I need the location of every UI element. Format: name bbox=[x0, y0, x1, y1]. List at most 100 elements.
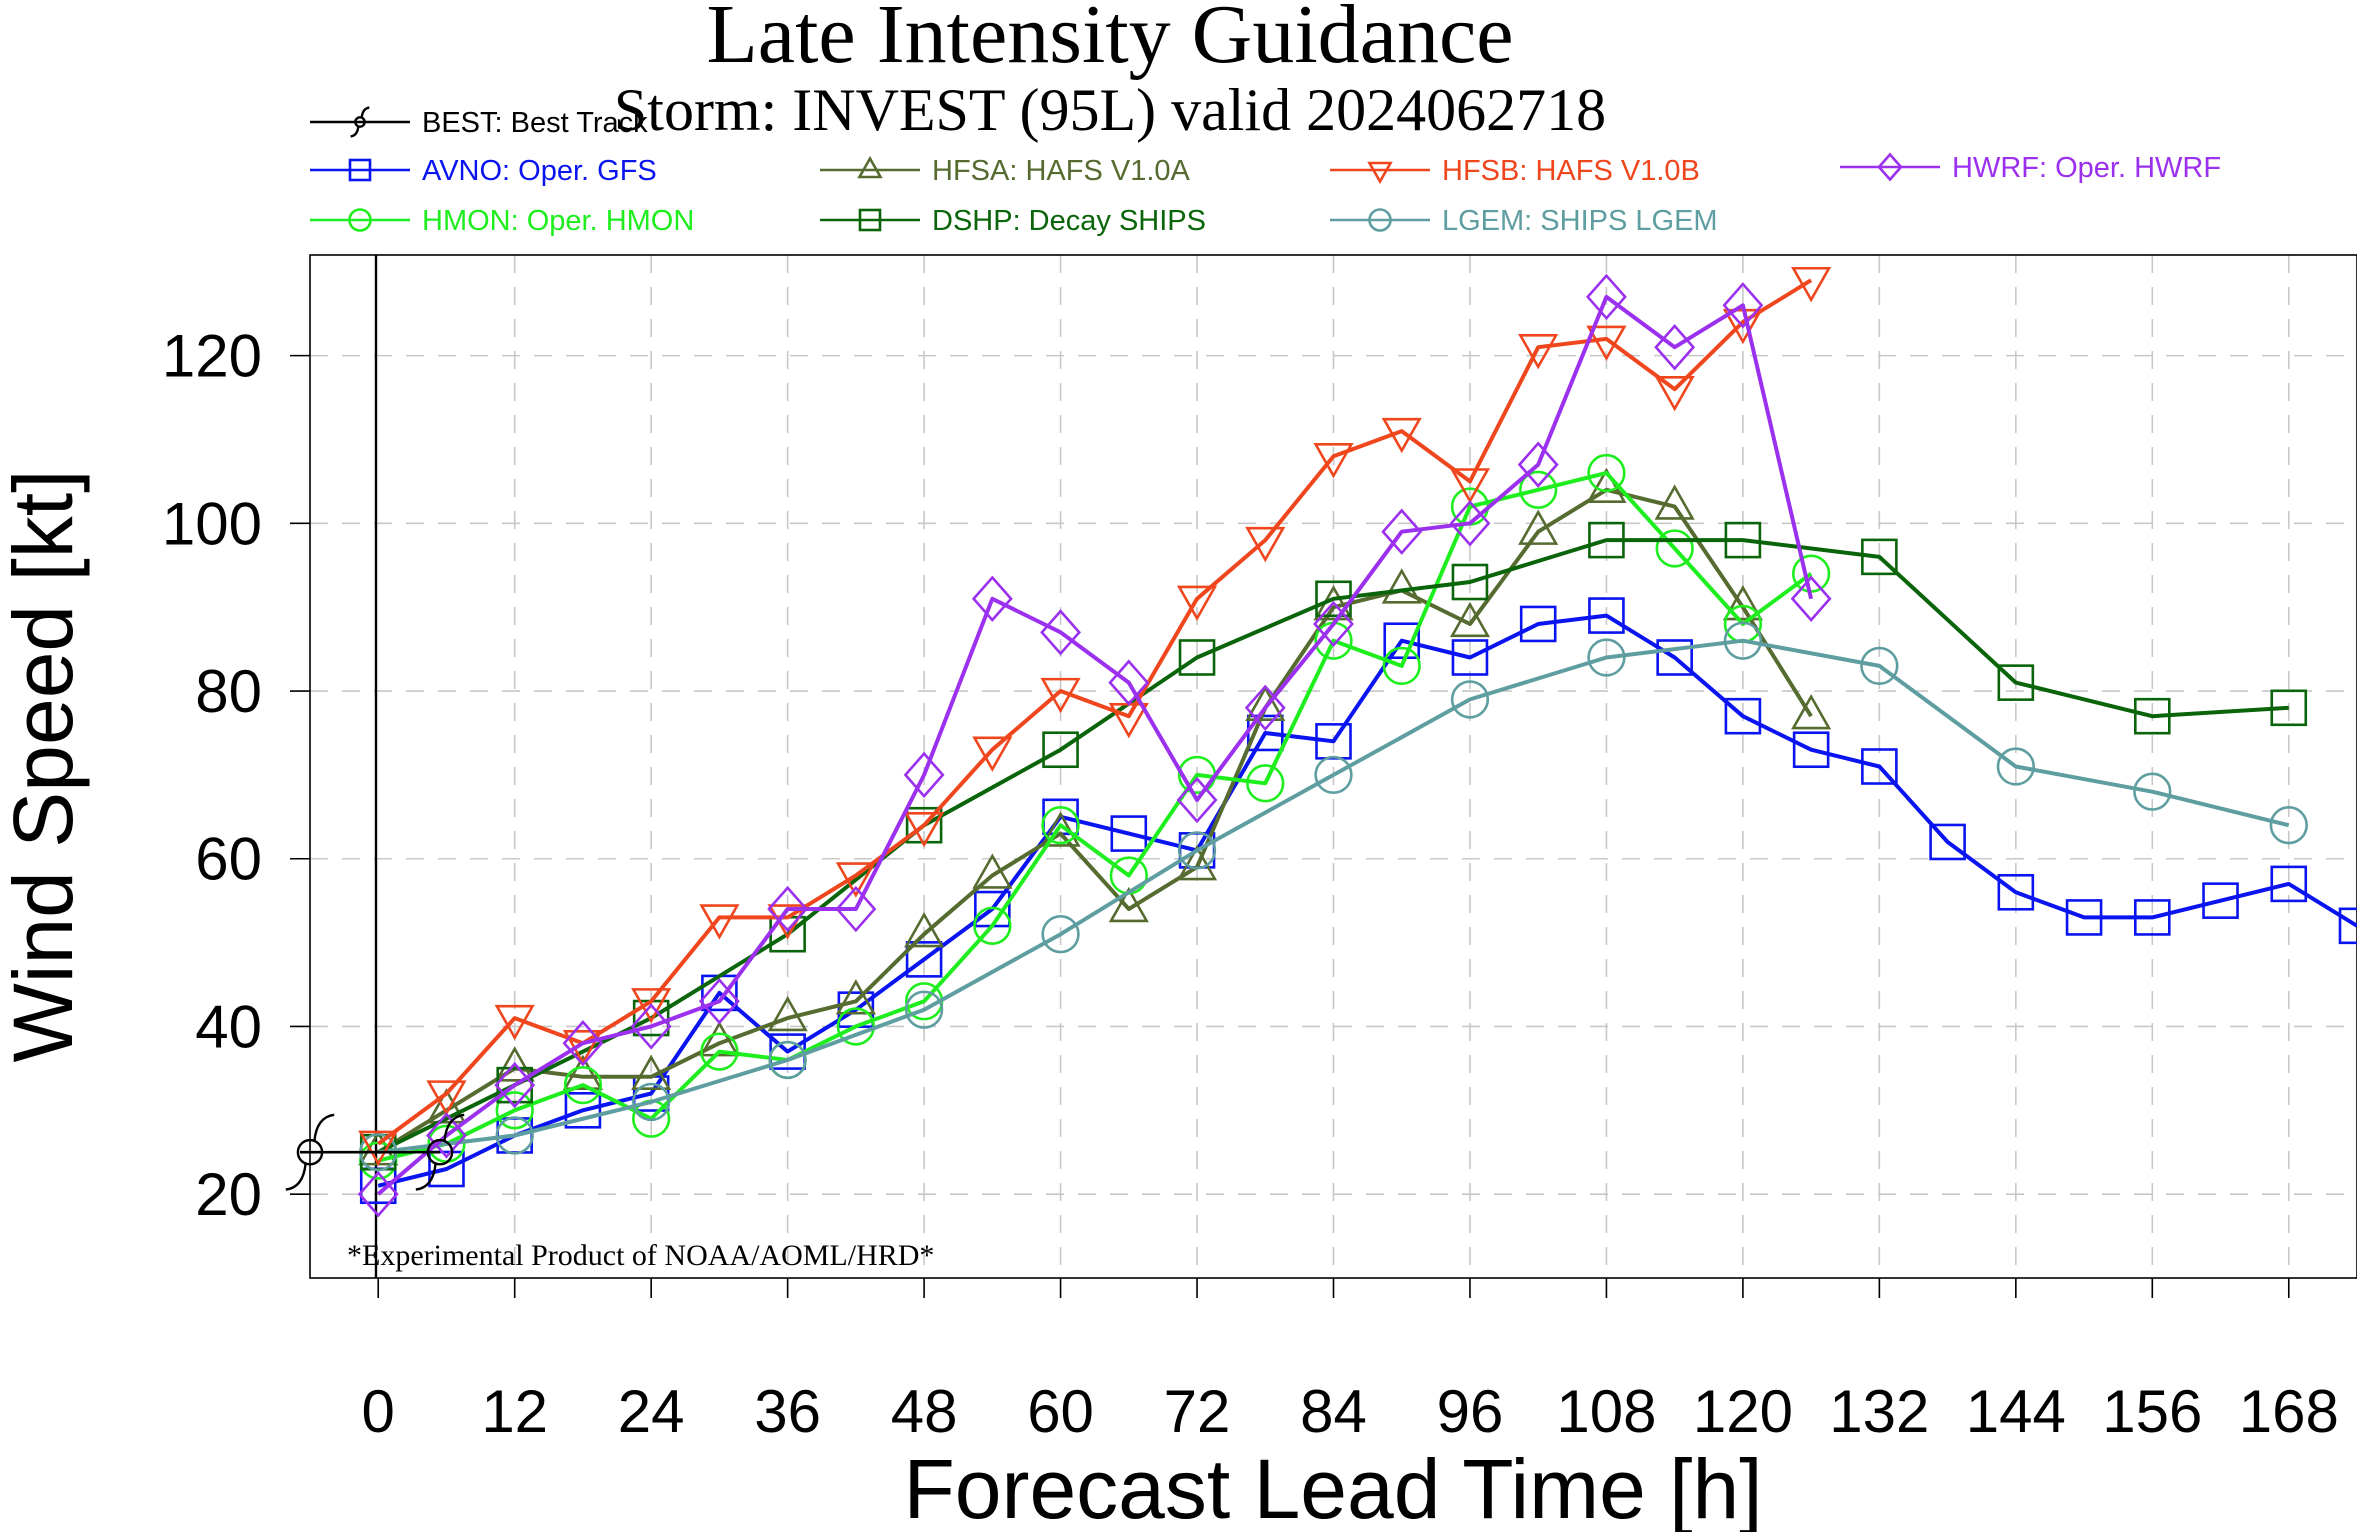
data-point bbox=[904, 811, 945, 848]
x-tick-label: 168 bbox=[2239, 1378, 2339, 1445]
x-tick-label: 144 bbox=[1966, 1378, 2066, 1445]
data-point bbox=[630, 1003, 672, 1050]
legend-item: HWRF: Oper. HWRF bbox=[1840, 152, 2221, 184]
legend-swatch-marker bbox=[348, 158, 372, 182]
legend-item: HFSB: HAFS V1.0B bbox=[1330, 155, 1700, 187]
data-point bbox=[1861, 748, 1898, 785]
data-point bbox=[1108, 702, 1149, 739]
data-point bbox=[768, 1040, 807, 1080]
x-axis-label: Forecast Lead Time [h] bbox=[903, 1442, 1762, 1532]
data-point bbox=[905, 941, 943, 978]
legend-label: HWRF: Oper. HWRF bbox=[1952, 152, 2221, 184]
data-point bbox=[1383, 622, 1421, 660]
x-tick-label: 156 bbox=[2102, 1378, 2202, 1445]
legend-swatch-marker bbox=[1368, 208, 1392, 232]
data-point bbox=[2133, 772, 2172, 811]
y-tick-label: 120 bbox=[162, 323, 262, 390]
data-point bbox=[357, 1170, 399, 1218]
data-point bbox=[2202, 882, 2239, 919]
series-line bbox=[376, 294, 1814, 1196]
data-point bbox=[1176, 776, 1218, 824]
data-point bbox=[1654, 324, 1696, 371]
data-point bbox=[495, 1116, 534, 1155]
data-point bbox=[562, 1054, 604, 1090]
data-point bbox=[1518, 334, 1559, 370]
data-point bbox=[1246, 764, 1285, 803]
data-point bbox=[835, 979, 876, 1015]
data-point bbox=[1041, 915, 1080, 954]
legend: BEST: Best Track AVNO: Oper. GFS HFSA: HAF… bbox=[310, 106, 2221, 237]
data-point bbox=[562, 1019, 604, 1067]
data-point bbox=[698, 978, 740, 1025]
series-2 bbox=[358, 467, 1832, 1166]
legend-swatch-marker bbox=[858, 208, 882, 232]
data-point bbox=[1108, 886, 1149, 923]
data-point bbox=[1997, 873, 2035, 911]
x-tick-label: 48 bbox=[891, 1378, 958, 1445]
x-tick-label: 108 bbox=[1556, 1378, 1656, 1445]
data-point bbox=[2134, 899, 2171, 936]
y-tick-label: 40 bbox=[195, 993, 262, 1060]
data-point bbox=[2269, 806, 2308, 845]
data-point bbox=[1790, 575, 1832, 623]
data-point bbox=[631, 988, 672, 1024]
data-point bbox=[1381, 568, 1422, 604]
series-0 bbox=[285, 1113, 465, 1191]
grid bbox=[310, 255, 2357, 1278]
x-tick-label: 36 bbox=[754, 1378, 821, 1445]
x-tick-label: 120 bbox=[1693, 1378, 1793, 1445]
data-point bbox=[1449, 601, 1491, 638]
data-point bbox=[1586, 467, 1627, 503]
data-point bbox=[1176, 844, 1218, 881]
series-line bbox=[377, 278, 1813, 1146]
data-point bbox=[1449, 500, 1491, 547]
data-point bbox=[494, 1004, 535, 1041]
x-tick-label: 72 bbox=[1164, 1378, 1231, 1445]
data-point bbox=[972, 736, 1013, 772]
legend-item: DSHP: Decay SHIPS bbox=[820, 205, 1206, 237]
data-point bbox=[1519, 470, 1558, 509]
data-point bbox=[699, 1021, 740, 1057]
data-point bbox=[1724, 697, 1762, 735]
x-tick-label: 84 bbox=[1300, 1378, 1367, 1445]
data-point bbox=[1791, 266, 1832, 303]
data-point bbox=[1451, 639, 1489, 676]
legend-item: HFSA: HAFS V1.0A bbox=[820, 155, 1191, 187]
x-tick-label: 132 bbox=[1829, 1378, 1929, 1445]
data-point bbox=[972, 853, 1013, 889]
legend-swatch-marker bbox=[348, 208, 372, 232]
y-tick-label: 20 bbox=[195, 1161, 262, 1228]
data-point bbox=[1654, 484, 1695, 520]
legend-swatch-marker bbox=[350, 106, 370, 138]
data-point bbox=[1588, 597, 1625, 634]
series-line bbox=[377, 638, 2290, 1155]
data-point bbox=[632, 1082, 671, 1122]
series-5 bbox=[359, 453, 1831, 1180]
data-point bbox=[1517, 441, 1559, 488]
data-point bbox=[563, 1065, 603, 1105]
series-line bbox=[377, 613, 2357, 1188]
legend-label: HFSA: HAFS V1.0A bbox=[932, 155, 1191, 187]
data-point bbox=[1723, 621, 1763, 660]
data-point bbox=[835, 862, 876, 898]
y-axis-label: Wind Speed [kt] bbox=[0, 470, 90, 1063]
best-track-marker bbox=[285, 1113, 335, 1191]
series-line bbox=[377, 538, 2289, 1154]
data-point bbox=[971, 575, 1013, 623]
series-4 bbox=[357, 273, 1832, 1218]
data-point bbox=[2270, 689, 2308, 727]
data-point bbox=[1176, 585, 1218, 621]
data-point bbox=[1791, 694, 1832, 730]
data-point bbox=[358, 1130, 399, 1167]
chart-title: Late Intensity Guidance bbox=[706, 0, 1513, 81]
data-point bbox=[1315, 723, 1352, 760]
legend-item: HMON: Oper. HMON bbox=[310, 205, 694, 237]
data-point bbox=[428, 1150, 465, 1188]
data-point bbox=[426, 1112, 467, 1159]
data-point bbox=[494, 1061, 536, 1109]
data-point bbox=[1586, 325, 1627, 362]
data-point bbox=[1450, 680, 1490, 719]
legend-item: BEST: Best Track bbox=[310, 106, 648, 139]
data-point bbox=[1382, 646, 1421, 686]
